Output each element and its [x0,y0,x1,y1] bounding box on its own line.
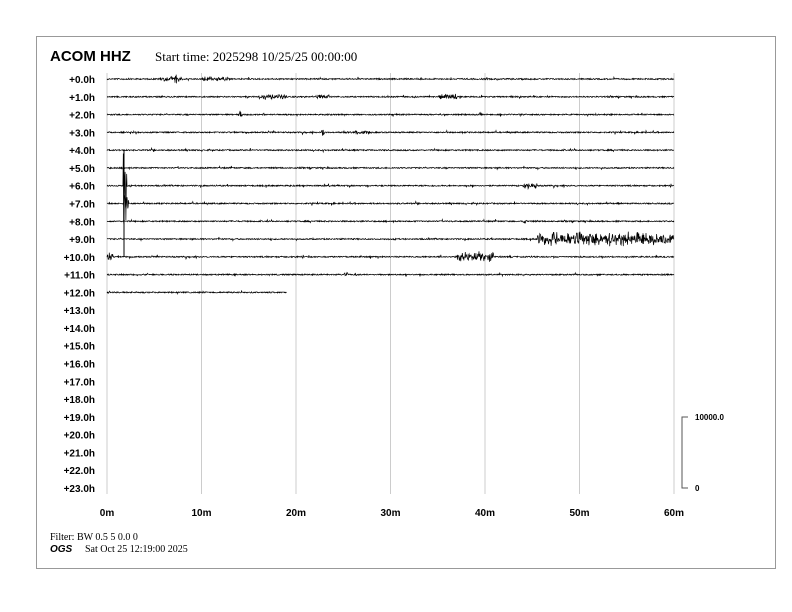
x-tick-label: 10m [191,508,211,519]
station-title: ACOM HHZ [50,48,131,65]
row-label: +23.0h [64,484,95,495]
row-label: +8.0h [69,217,95,228]
row-label: +0.0h [69,75,95,86]
row-label: +4.0h [69,146,95,157]
row-label: +1.0h [69,93,95,104]
x-tick-label: 20m [286,508,306,519]
row-label: +12.0h [64,288,95,299]
row-labels: +0.0h +1.0h +2.0h +3.0h +4.0h +5.0h +6.0h +7.0h… [64,75,95,495]
row-label: +15.0h [64,342,95,353]
trace-row [106,218,675,224]
trace-row [106,110,675,118]
row-label: +7.0h [69,199,95,210]
scale-top-label: 10000.0 [695,413,724,422]
traces [106,74,675,296]
start-time: Start time: 2025298 10/25/25 00:00:00 [155,49,357,64]
grid-lines [106,73,675,494]
scale-bracket [681,416,688,489]
x-axis-labels: 0m 10m 20m 30m 40m 50m 60m [100,508,684,519]
scale-bar: 10000.0 0 [681,413,724,493]
row-label: +5.0h [69,164,95,175]
trace-row [106,290,287,296]
row-label: +20.0h [64,431,95,442]
row-label: +6.0h [69,182,95,193]
row-label: +19.0h [64,413,95,424]
x-tick-label: 50m [569,508,589,519]
trace-row [106,165,675,171]
filter-text: Filter: BW 0.5 5 0.0 0 [50,532,138,543]
row-label: +16.0h [64,360,95,371]
trace-row [106,146,675,154]
trace-row [107,93,675,101]
footer-timestamp: Sat Oct 25 12:19:00 2025 [85,544,188,555]
scale-bottom-label: 0 [695,484,700,493]
row-label: +3.0h [69,128,95,139]
x-tick-label: 30m [380,508,400,519]
row-label: +14.0h [64,324,95,335]
row-label: +22.0h [64,466,95,477]
row-label: +13.0h [64,306,95,317]
plot-frame [36,36,776,569]
row-label: +10.0h [64,253,95,264]
row-label: +2.0h [69,111,95,122]
x-tick-label: 40m [475,508,495,519]
x-tick-label: 0m [100,508,115,519]
trace-row [106,231,675,247]
trace-row [106,251,675,262]
trace-row [106,74,675,84]
x-tick-label: 60m [664,508,684,519]
trace-row [106,194,675,210]
row-label: +9.0h [69,235,95,246]
row-label: +17.0h [64,377,95,388]
row-label: +21.0h [64,448,95,459]
row-label: +18.0h [64,395,95,406]
trace-row [106,129,675,136]
org-label: OGS [50,544,73,555]
trace-row [106,271,675,278]
row-label: +11.0h [64,271,95,282]
trace-row [106,153,675,227]
